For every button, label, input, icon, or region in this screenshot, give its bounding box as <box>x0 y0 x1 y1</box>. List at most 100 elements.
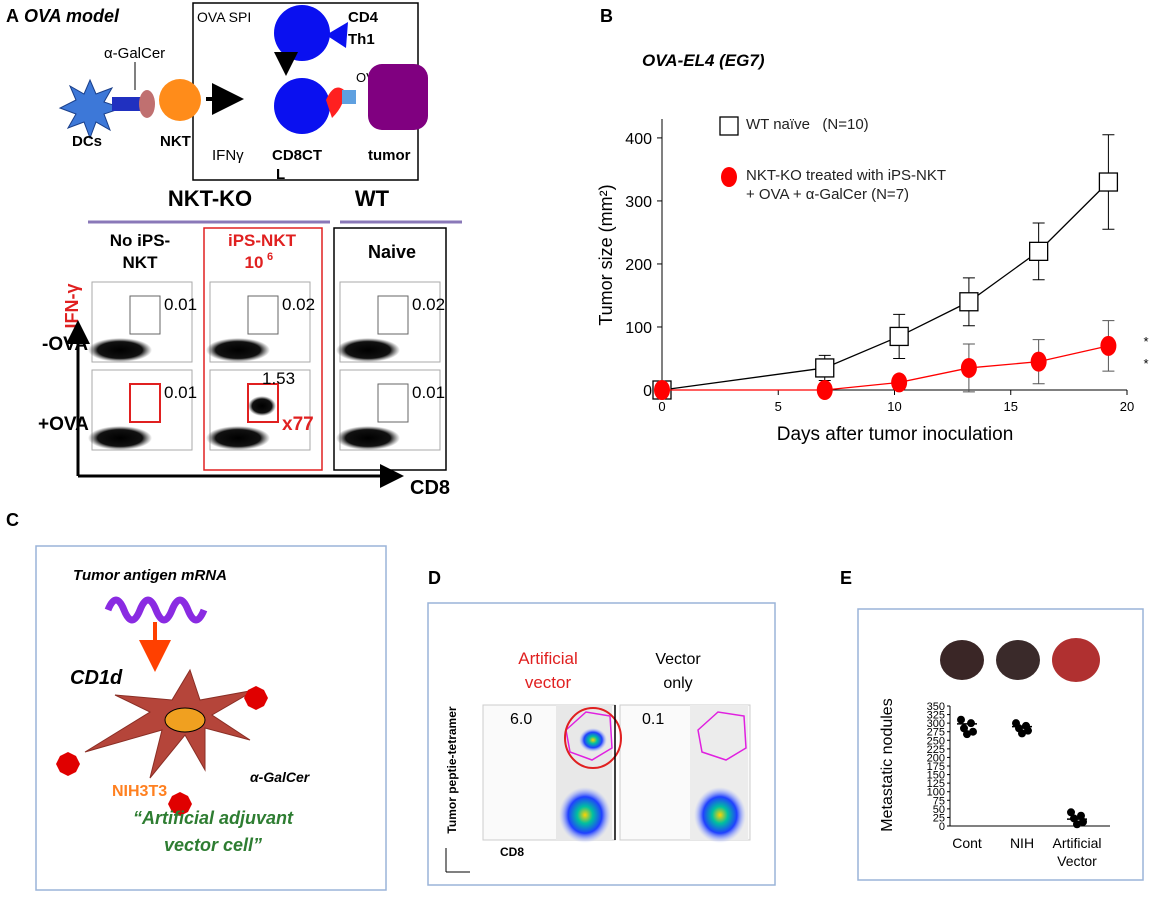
receptor-icon <box>139 90 155 118</box>
chart-title: OVA-EL4 (EG7) <box>642 51 765 70</box>
galcer-label: α-GalCer <box>250 769 311 785</box>
y-axis-label: Metastatic nodules <box>879 698 896 831</box>
series-line <box>661 181 1109 391</box>
column-label: iPS-NKT <box>228 231 297 250</box>
galcer-icon <box>56 752 80 776</box>
density <box>694 787 746 843</box>
x-tick-label: Cont <box>952 835 982 851</box>
marker <box>815 358 835 378</box>
gate <box>247 383 279 423</box>
gate <box>377 383 409 423</box>
gate-value: 0.1 <box>642 711 664 728</box>
legend-label: WT naïve (N=10) <box>746 116 869 133</box>
y-axis-label: Tumor peptie-tetramer <box>445 706 459 833</box>
y-tick-label: 100 <box>927 787 945 799</box>
cd1d-icon <box>112 97 142 111</box>
panel-label: B <box>600 6 613 26</box>
density <box>559 787 611 843</box>
x-tick-label: 5 <box>775 399 782 414</box>
data-point <box>1067 808 1075 817</box>
y-tick-label: 350 <box>927 701 945 713</box>
marker <box>1098 172 1119 192</box>
marker <box>960 357 977 378</box>
panel-label: C <box>6 510 19 530</box>
data-point <box>1024 726 1032 735</box>
legend-entry: NKT-KO treated with iPS-NKT + OVA + α-Ga… <box>746 167 946 203</box>
x-tick-label: Artificial Vector <box>1052 835 1101 869</box>
data-point <box>1073 820 1081 829</box>
y-tick-label: 400 <box>625 131 652 148</box>
data-point <box>957 715 965 724</box>
gate <box>129 383 161 423</box>
legend-label: NKT-KO treated with iPS-NKT + OVA + α-Ga… <box>746 167 946 203</box>
x-tick-label: NIH <box>1010 835 1034 851</box>
gate <box>129 295 161 335</box>
marker <box>816 380 833 400</box>
column-label: No iPS- <box>110 231 170 250</box>
annotation: * <box>1143 356 1148 371</box>
galcer-icon <box>168 792 192 816</box>
panel-label: D <box>428 568 441 588</box>
y-tick-label: 200 <box>625 257 652 274</box>
nkt-icon <box>159 79 201 121</box>
lung-image <box>940 640 984 680</box>
tcr-icon <box>326 87 345 118</box>
dose-exponent: 6 <box>267 251 273 263</box>
legend-marker <box>721 167 737 187</box>
marker <box>1029 241 1049 261</box>
antigen-label: Tumor antigen mRNA <box>73 567 227 584</box>
panel-title: OVA model <box>24 6 120 26</box>
column-label: vector <box>525 673 572 692</box>
cd8-cell <box>274 78 330 134</box>
gate-value: 0.02 <box>412 295 445 314</box>
mrna-icon <box>104 596 208 624</box>
density <box>206 338 270 362</box>
y-tick-label: 225 <box>927 744 945 756</box>
caption: vector cell” <box>164 835 262 855</box>
marker <box>889 326 909 347</box>
cd1d-label: CD1d <box>70 667 123 689</box>
legend-entry: WT naïve (N=10) <box>746 116 869 133</box>
cd4-label: CD4 <box>348 9 379 26</box>
data-point <box>963 730 971 739</box>
cell-label: NIH3T3 <box>112 783 167 800</box>
marker <box>654 380 670 400</box>
panel-label: A <box>6 6 19 26</box>
highlight-circle <box>564 707 622 769</box>
marker <box>891 372 908 393</box>
y-tick-label: 0 <box>643 383 652 400</box>
column-label: Artificial <box>518 649 578 668</box>
x-tick-label: 10 <box>887 399 901 414</box>
x-axis-label: CD8 <box>410 477 450 499</box>
density <box>88 426 152 450</box>
density <box>336 338 400 362</box>
y-axis-label: IFN-γ <box>62 284 82 329</box>
highlight-box <box>203 227 323 471</box>
cd4-receptor <box>326 22 348 48</box>
gate-value: 0.01 <box>164 295 197 314</box>
dcs-label: DCs <box>72 133 102 150</box>
density <box>88 338 152 362</box>
density <box>336 426 400 450</box>
dc-icon <box>58 78 124 140</box>
gate <box>565 711 613 761</box>
data-point <box>969 727 977 736</box>
marker <box>959 292 979 312</box>
gate-value: 0.01 <box>164 383 197 402</box>
box-title: OVA SPI <box>197 9 251 25</box>
y-tick-label: 150 <box>927 770 945 782</box>
group-label: WT <box>355 186 390 211</box>
x-tick-label: 0 <box>658 399 665 414</box>
th1-label: Th1 <box>348 31 375 48</box>
row-label: +OVA <box>38 414 89 435</box>
nkt-label: NKT <box>160 133 191 150</box>
density <box>206 426 270 450</box>
y-tick-label: 200 <box>927 752 945 764</box>
gate-value: 0.02 <box>282 295 315 314</box>
nucleus-icon <box>164 707 206 733</box>
column-label: NKT <box>123 253 159 272</box>
y-tick-label: 25 <box>933 812 945 824</box>
gate <box>377 295 409 335</box>
ifn-label: IFNγ <box>212 147 244 164</box>
